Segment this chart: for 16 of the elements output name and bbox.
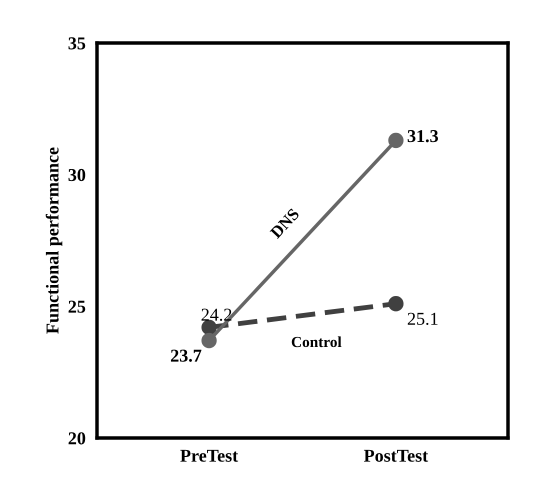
y-tick-label: 25	[68, 300, 86, 313]
y-tick-label: 30	[68, 168, 86, 182]
x-tick-label: PreTest	[180, 450, 238, 462]
data-label: 23.7	[170, 350, 202, 362]
point	[201, 332, 217, 348]
y-axis-title: Functional performance	[46, 147, 62, 334]
data-label: 31.3	[408, 130, 438, 142]
data-label: 24.2	[202, 308, 232, 321]
y-tick-label: 20	[68, 432, 86, 444]
x-tick-label: PostTest	[364, 450, 428, 462]
point	[388, 296, 404, 312]
data-label: 25.1	[408, 312, 438, 325]
point	[388, 132, 404, 148]
y-tick-label: 35	[68, 37, 86, 50]
series-label: Control	[292, 336, 342, 348]
point	[201, 320, 217, 336]
